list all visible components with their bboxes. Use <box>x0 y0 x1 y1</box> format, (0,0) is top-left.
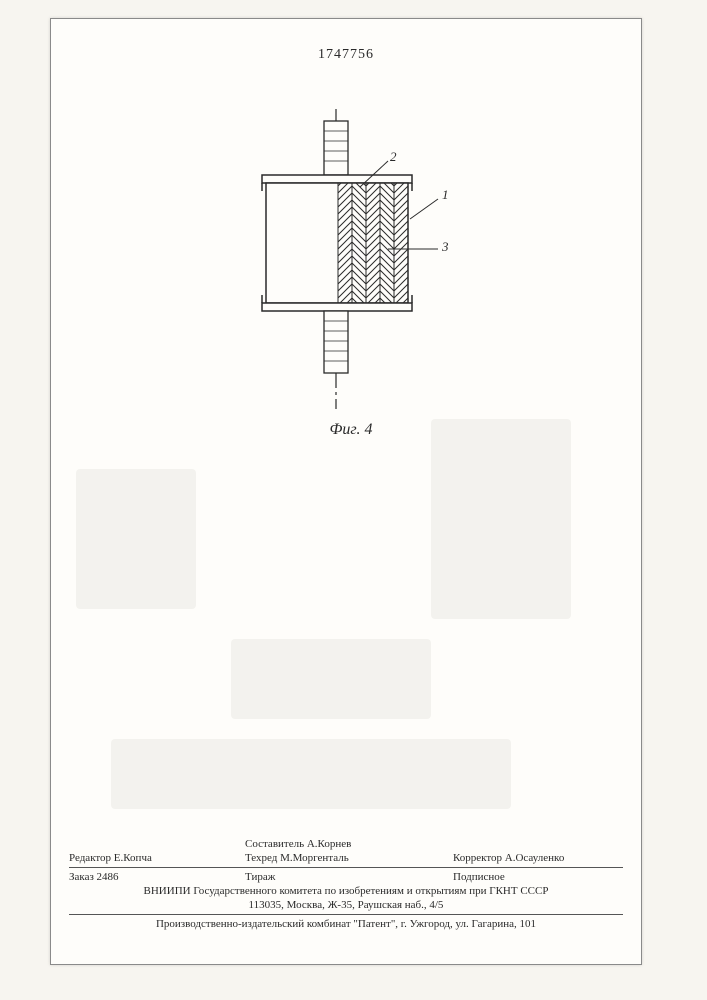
colophon: Составитель А.Корнев Редактор Е.Копча Те… <box>69 836 623 932</box>
document-number: 1747756 <box>51 47 641 63</box>
ref-label-2: 2 <box>390 149 397 165</box>
editor: Редактор Е.Копча <box>69 852 219 864</box>
techred: Техред М.Моргенталь <box>219 852 453 864</box>
ref-label-3: 3 <box>442 239 449 255</box>
page-scan: 1747756 <box>50 18 642 965</box>
tiraj: Тираж <box>219 871 453 883</box>
order-number: Заказ 2486 <box>69 871 219 883</box>
ref-label-1: 1 <box>442 187 449 203</box>
publisher-addr: 113035, Москва, Ж-35, Раушская наб., 4/5 <box>69 899 623 911</box>
publisher-org: ВНИИПИ Государственного комитета по изоб… <box>69 885 623 897</box>
signed: Подписное <box>453 871 623 883</box>
figure-caption: Фиг. 4 <box>226 421 476 439</box>
compiler: Составитель А.Корнев <box>219 838 453 850</box>
corrector: Корректор А.Осауленко <box>453 852 623 864</box>
figure-4: 2 1 3 Фиг. 4 <box>226 109 476 419</box>
printer-org: Производственно-издательский комбинат "П… <box>69 918 623 930</box>
